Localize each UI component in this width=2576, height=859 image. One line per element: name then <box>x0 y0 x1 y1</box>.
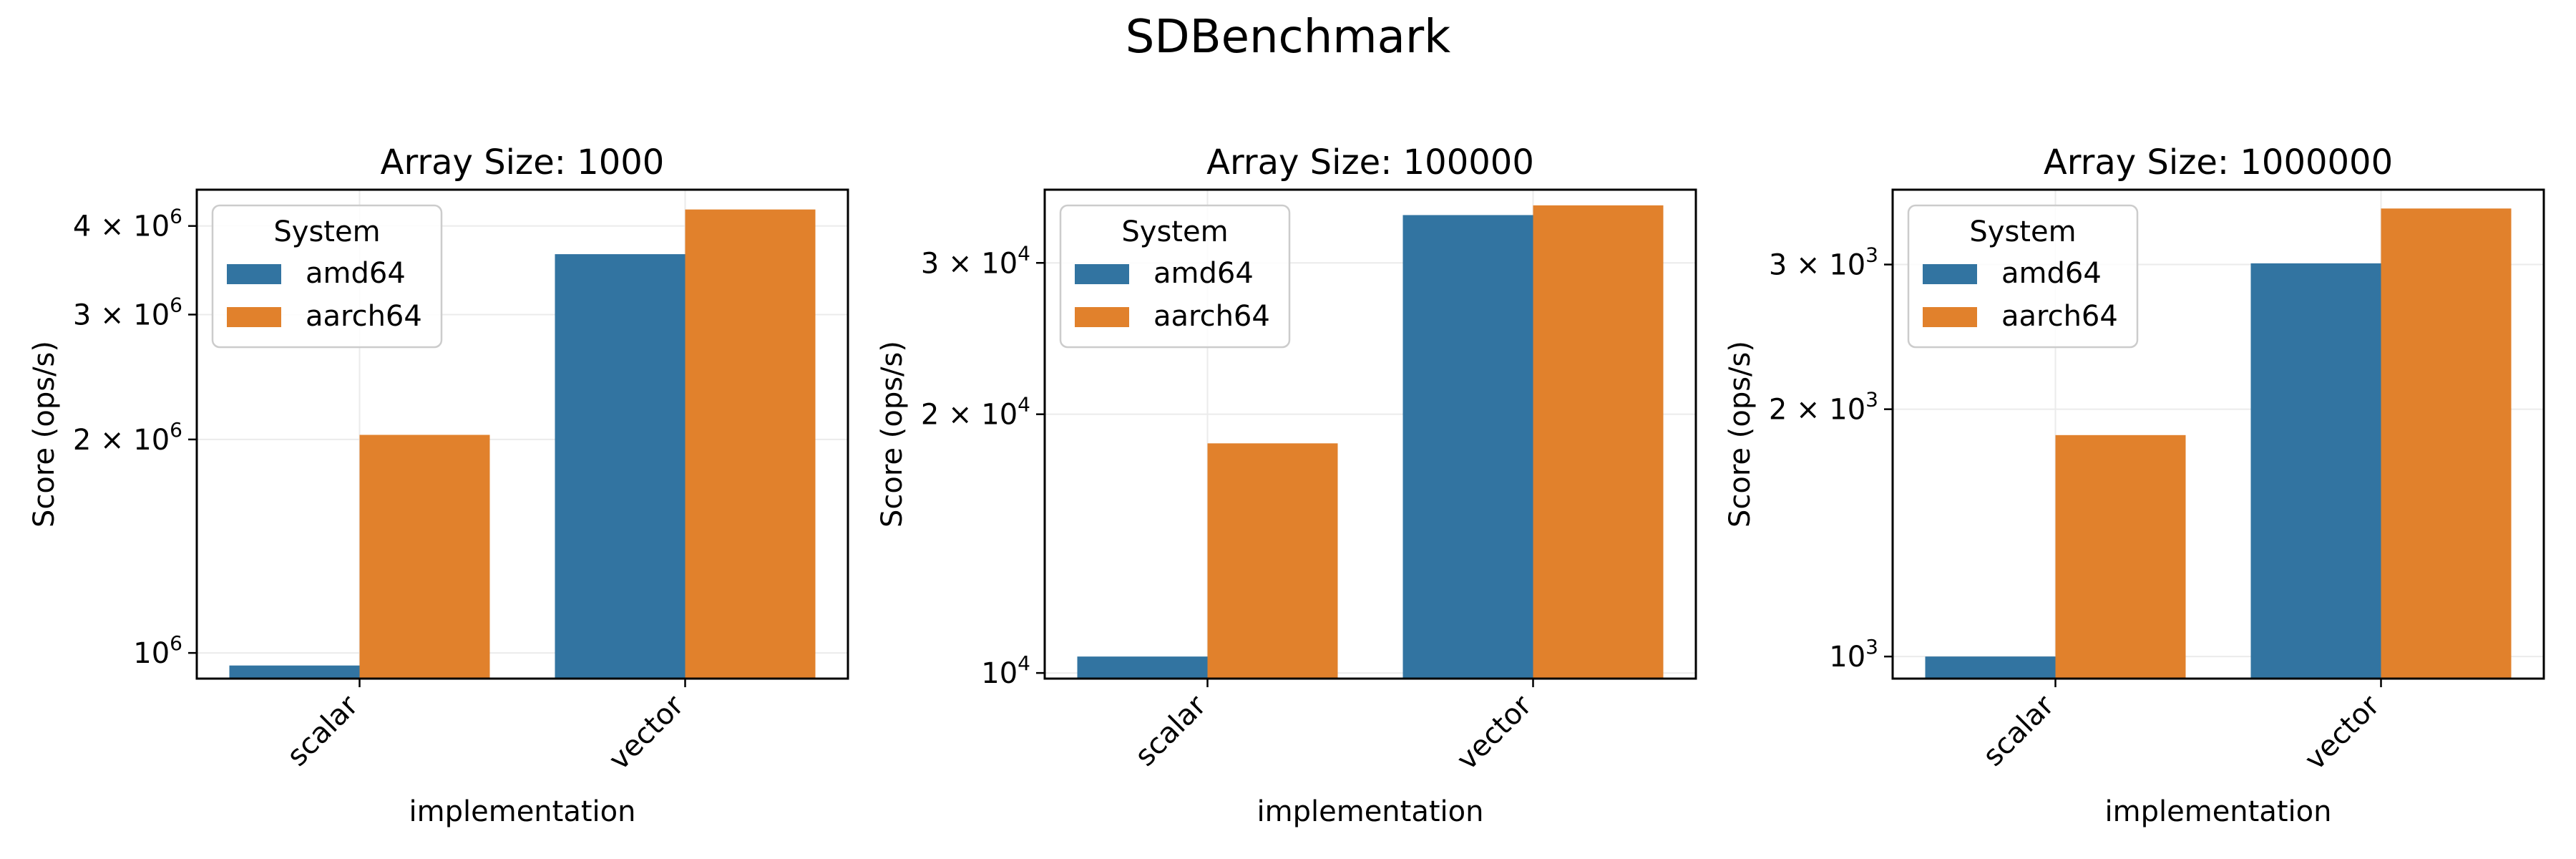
plot-frame <box>195 188 849 680</box>
y-tick-label: 106 <box>133 631 182 670</box>
bar-amd64-vector <box>1402 215 1533 679</box>
chart-panel-1: 106 2 × 106 3 × 106 4 × 106 scalar vector Arra… <box>28 142 849 828</box>
x-tick-label: scalar <box>281 689 365 772</box>
legend-title: System <box>1969 215 2076 248</box>
x-axis-label: implementation <box>2105 795 2332 828</box>
bar-aarch64-scalar <box>1207 443 1338 679</box>
plot-frame <box>1043 188 1697 680</box>
chart-panel-3: 103 2 × 103 3 × 103 scalar vector Array Size:… <box>1724 142 2545 828</box>
legend-swatch-aarch64 <box>227 307 281 327</box>
legend-title: System <box>273 215 380 248</box>
bar-aarch64-scalar <box>2055 435 2186 679</box>
legend-swatch-aarch64 <box>1923 307 1977 327</box>
y-tick-label: 2 × 106 <box>73 418 182 457</box>
bar-amd64-vector <box>555 254 686 679</box>
chart-title: Array Size: 1000 <box>381 142 665 183</box>
x-axis-label: implementation <box>409 795 636 828</box>
bar-aarch64-vector <box>685 209 816 679</box>
x-axis-label: implementation <box>1257 795 1484 828</box>
legend-label-amd64: amd64 <box>2001 257 2102 290</box>
chart-title: Array Size: 1000000 <box>2044 142 2393 183</box>
bar-aarch64-vector <box>2381 208 2512 679</box>
y-tick-label: 2 × 104 <box>921 393 1030 432</box>
legend-label-aarch64: aarch64 <box>306 300 422 333</box>
bar-aarch64-scalar <box>359 435 490 679</box>
y-axis-label: Score (ops/s) <box>1724 341 1757 528</box>
legend-swatch-aarch64 <box>1075 307 1129 327</box>
y-tick-label: 3 × 104 <box>921 241 1030 280</box>
legend-swatch-amd64 <box>227 264 281 284</box>
legend-label-amd64: amd64 <box>1153 257 1254 290</box>
figure-title: SDBenchmark <box>1125 11 1451 64</box>
y-tick-label: 4 × 106 <box>73 205 182 243</box>
x-tick-label: scalar <box>1977 689 2061 772</box>
legend-label-aarch64: aarch64 <box>2001 300 2118 333</box>
y-axis-label: Score (ops/s) <box>28 341 61 528</box>
y-tick-label: 3 × 103 <box>1769 243 1878 282</box>
legend-label-aarch64: aarch64 <box>1153 300 1270 333</box>
x-tick-label: scalar <box>1129 689 1213 772</box>
bar-amd64-scalar <box>1925 656 2056 679</box>
x-tick-label: vector <box>602 689 691 777</box>
y-tick-label: 103 <box>1829 635 1878 674</box>
bar-amd64-scalar <box>1077 656 1208 679</box>
bar-amd64-vector <box>2250 263 2381 679</box>
y-tick-label: 104 <box>981 651 1030 690</box>
x-tick-label: vector <box>2298 689 2386 777</box>
x-tick-label: vector <box>1450 689 1538 777</box>
y-tick-label: 3 × 106 <box>73 293 182 331</box>
y-axis-label: Score (ops/s) <box>876 341 909 528</box>
legend-label-amd64: amd64 <box>306 257 406 290</box>
legend-swatch-amd64 <box>1075 264 1129 284</box>
legend-title: System <box>1121 215 1228 248</box>
bar-amd64-scalar <box>229 665 360 679</box>
chart-panel-2: 104 2 × 104 3 × 104 scalar vector Array Size:… <box>876 142 1697 828</box>
chart-title: Array Size: 100000 <box>1206 142 1534 183</box>
plot-frame <box>1891 188 2545 680</box>
legend-swatch-amd64 <box>1923 264 1977 284</box>
y-tick-label: 2 × 103 <box>1769 388 1878 427</box>
bar-aarch64-vector <box>1533 205 1664 679</box>
